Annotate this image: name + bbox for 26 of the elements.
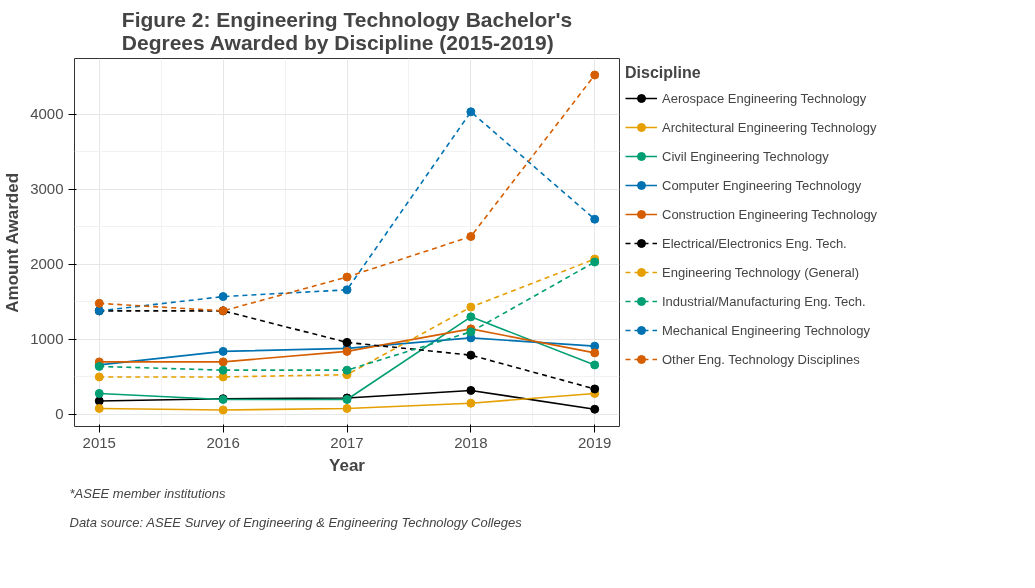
- legend-label: Computer Engineering Technology: [662, 176, 862, 195]
- legend-label: Engineering Technology (General): [662, 263, 860, 282]
- legend-label: Aerospace Engineering Technology: [662, 89, 867, 108]
- x-tick-label: 2019: [578, 433, 612, 451]
- legend-label: Industrial/Manufacturing Eng. Tech.: [662, 292, 866, 311]
- legend-label: Mechanical Engineering Technology: [662, 321, 870, 340]
- y-tick-label: 3000: [30, 180, 64, 198]
- x-axis-title: Year: [329, 455, 366, 475]
- legend-label: Architectural Engineering Technology: [662, 118, 877, 137]
- legend-label: Civil Engineering Technology: [662, 147, 829, 166]
- legend-title: Discipline: [625, 64, 702, 82]
- x-tick-label: 2017: [330, 433, 364, 451]
- x-tick-label: 2018: [454, 433, 488, 451]
- legend-label: Other Eng. Technology Disciplines: [662, 350, 860, 369]
- x-tick-label: 2015: [82, 433, 116, 451]
- legend-label: Construction Engineering Technology: [662, 205, 878, 224]
- y-tick-label: 1000: [30, 330, 64, 348]
- text: *ASEE member institutions: [69, 485, 227, 501]
- y-tick-label: 0: [55, 405, 64, 423]
- legend-label: Electrical/Electronics Eng. Tech.: [662, 234, 847, 253]
- y-axis-title: Amount Awarded: [3, 172, 23, 313]
- x-tick-label: 2016: [206, 433, 240, 451]
- y-tick-label: 4000: [30, 105, 64, 123]
- y-tick-label: 2000: [30, 255, 64, 273]
- chart-title: Figure 2: Engineering Technology Bachelor's Degrees Awarded by Discipline (2015-2019): [121, 7, 573, 54]
- source-note: Data source: ASEE Survey of Engineering & Engineering Technology Colleges: [69, 514, 523, 530]
